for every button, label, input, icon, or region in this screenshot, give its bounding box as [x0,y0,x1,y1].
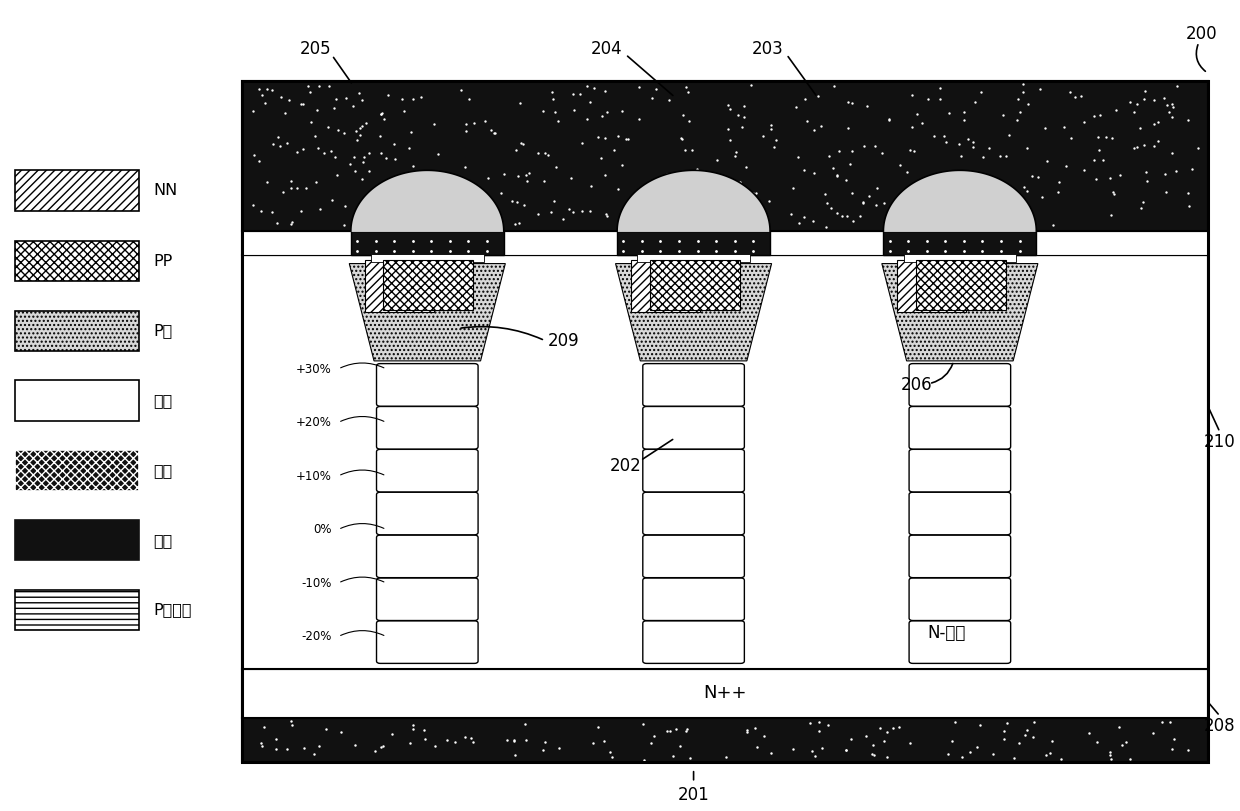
FancyBboxPatch shape [642,578,744,620]
FancyBboxPatch shape [642,406,744,449]
Text: +30%: +30% [296,363,332,375]
FancyBboxPatch shape [642,449,744,492]
Text: N++: N++ [703,684,746,702]
Text: -20%: -20% [301,630,332,643]
Text: 206: 206 [900,376,932,394]
Polygon shape [882,264,1038,361]
Bar [15,450,139,491]
Bar [740,231,913,255]
FancyBboxPatch shape [377,449,479,492]
Text: 204: 204 [591,40,622,58]
Text: 201: 201 [678,786,709,804]
Bar [631,260,699,312]
Bar [242,231,1208,255]
Text: -10%: -10% [301,577,332,590]
Bar [898,260,966,312]
Bar [365,260,434,312]
Text: 0%: 0% [314,523,332,536]
Polygon shape [350,264,506,361]
Text: 205: 205 [300,40,331,58]
Bar [15,241,139,281]
Bar [15,311,139,351]
Bar [383,260,474,310]
Text: 209: 209 [548,332,579,350]
FancyBboxPatch shape [377,363,479,406]
Polygon shape [618,170,770,232]
Text: 多晶: 多晶 [154,463,172,478]
Bar [15,170,139,211]
FancyBboxPatch shape [642,535,744,577]
Bar [242,81,1208,231]
Bar [242,718,1208,762]
Text: PP: PP [154,254,172,268]
Bar [618,231,770,255]
FancyBboxPatch shape [909,620,1011,663]
Bar [904,254,1017,262]
Text: 栅氧: 栅氧 [154,393,172,408]
Bar [351,231,503,255]
Polygon shape [351,170,503,232]
Bar [637,254,750,262]
Polygon shape [615,264,771,361]
FancyBboxPatch shape [909,535,1011,577]
Text: N-外延: N-外延 [928,624,966,642]
Text: 203: 203 [751,40,784,58]
Text: 金属: 金属 [154,533,172,547]
FancyBboxPatch shape [377,620,479,663]
Text: 200: 200 [1185,25,1218,43]
FancyBboxPatch shape [909,492,1011,534]
Text: +20%: +20% [296,416,332,429]
Text: P型掺杂: P型掺杂 [154,603,192,617]
Bar [883,231,1037,255]
FancyBboxPatch shape [377,578,479,620]
FancyBboxPatch shape [642,620,744,663]
Bar [650,260,740,310]
Bar [475,231,646,255]
Bar [242,81,1208,762]
Polygon shape [883,170,1037,232]
Bar [1007,231,1208,255]
FancyBboxPatch shape [377,406,479,449]
Bar [242,81,1208,231]
Text: 208: 208 [1204,717,1236,735]
Bar [242,231,381,255]
FancyBboxPatch shape [909,406,1011,449]
Polygon shape [883,170,1037,232]
Text: 202: 202 [610,457,641,475]
FancyBboxPatch shape [377,535,479,577]
Text: 210: 210 [1204,433,1236,451]
Polygon shape [351,170,503,232]
Text: P阱: P阱 [154,324,172,338]
FancyBboxPatch shape [642,492,744,534]
FancyBboxPatch shape [642,363,744,406]
FancyBboxPatch shape [377,492,479,534]
Bar [15,590,139,630]
Bar [242,669,1208,718]
Polygon shape [618,170,770,232]
Text: NN: NN [154,183,177,198]
Bar [242,255,1208,669]
Text: +10%: +10% [296,470,332,483]
Bar [371,254,484,262]
FancyBboxPatch shape [909,449,1011,492]
Bar [15,380,139,421]
Bar [916,260,1006,310]
Bar [15,520,139,560]
FancyBboxPatch shape [909,578,1011,620]
FancyBboxPatch shape [909,363,1011,406]
